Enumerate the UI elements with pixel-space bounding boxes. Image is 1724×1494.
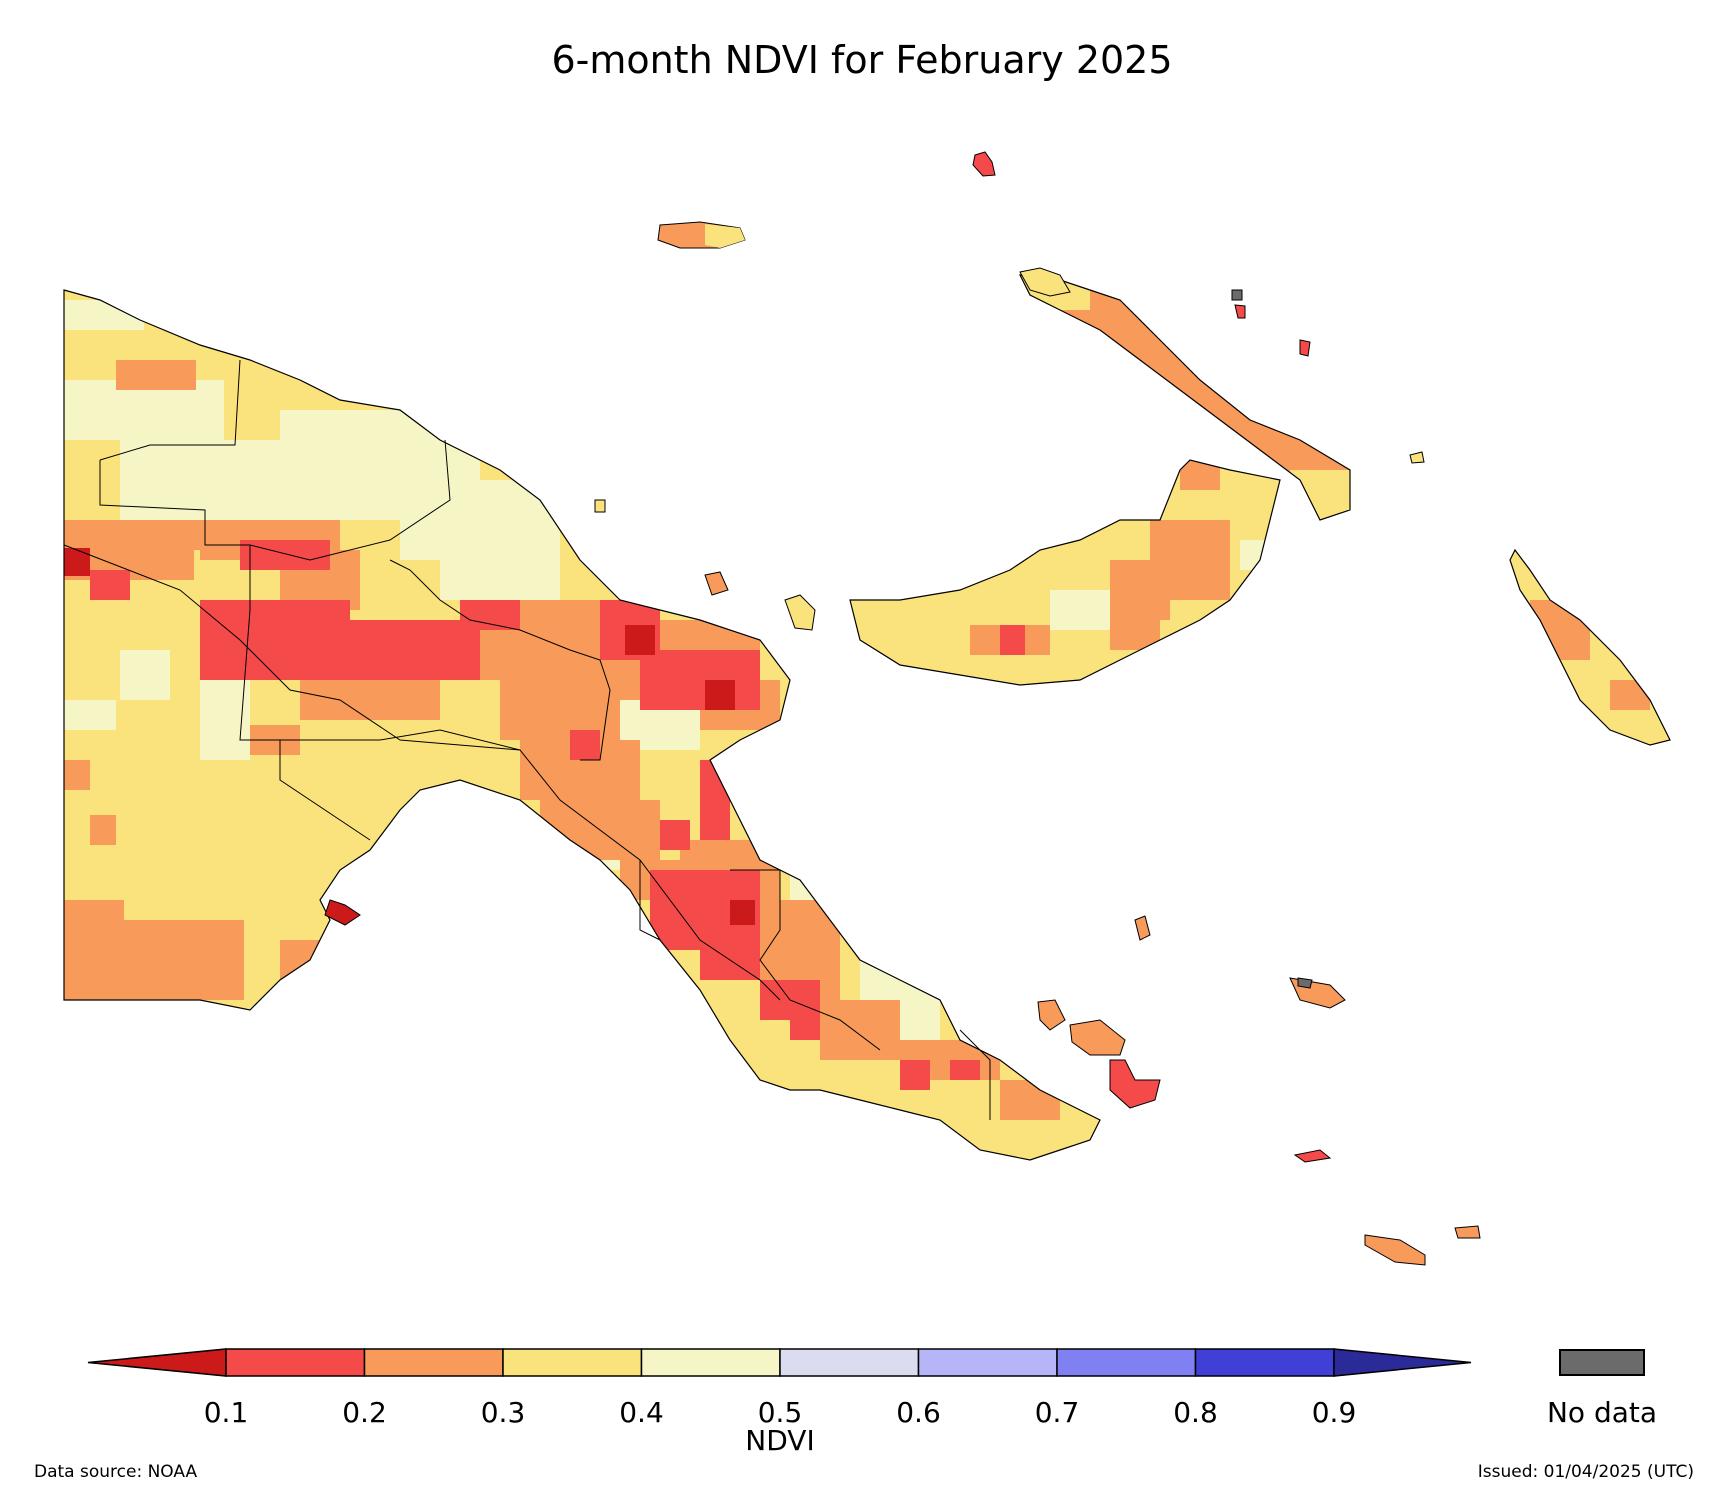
- colorbar-tick-label: 0.4: [619, 1396, 664, 1429]
- colorbar-extend-high: [1333, 1348, 1472, 1377]
- colorbar-tick-label: 0.3: [480, 1396, 526, 1429]
- new-britain-outline: [849, 459, 1281, 686]
- map-title: 6-month NDVI for February 2025: [551, 38, 1173, 82]
- mainland-outline: [63, 289, 1101, 1161]
- colorbar-tick-label: 0.9: [1311, 1396, 1357, 1429]
- data-source: Data source: NOAA: [34, 1462, 198, 1482]
- colorbar-extend-low: [87, 1348, 227, 1377]
- colorbar-label: NDVI: [745, 1424, 815, 1457]
- colorbar-segment: [225, 1348, 366, 1377]
- nodata-swatch: [1559, 1349, 1645, 1376]
- colorbar-segment: [779, 1348, 920, 1377]
- colorbar-segment: [640, 1348, 781, 1377]
- colorbar-tick-label: 0.5: [757, 1396, 803, 1429]
- colorbar-tick-label: 0.7: [1034, 1396, 1080, 1429]
- colorbar-segment: [917, 1348, 1058, 1377]
- colorbar-tick-label: 0.6: [896, 1396, 941, 1429]
- province-borders: [63, 359, 991, 1120]
- colorbar-segment: [1194, 1348, 1335, 1377]
- colorbar-tick-label: 0.1: [203, 1396, 249, 1429]
- small-islands: [324, 151, 1481, 1266]
- colorbar-segment: [502, 1348, 643, 1377]
- new-ireland-outline: [1018, 274, 1351, 521]
- colorbar-segment: [363, 1348, 504, 1377]
- nodata-label: No data: [1546, 1396, 1658, 1429]
- bougainville-outline: [1509, 548, 1671, 746]
- issued-date: Issued: 01/04/2025 (UTC): [1477, 1462, 1694, 1482]
- colorbar-tick-label: 0.8: [1173, 1396, 1218, 1429]
- colorbar-segment: [1056, 1348, 1197, 1377]
- colorbar-tick-label: 0.2: [342, 1396, 387, 1429]
